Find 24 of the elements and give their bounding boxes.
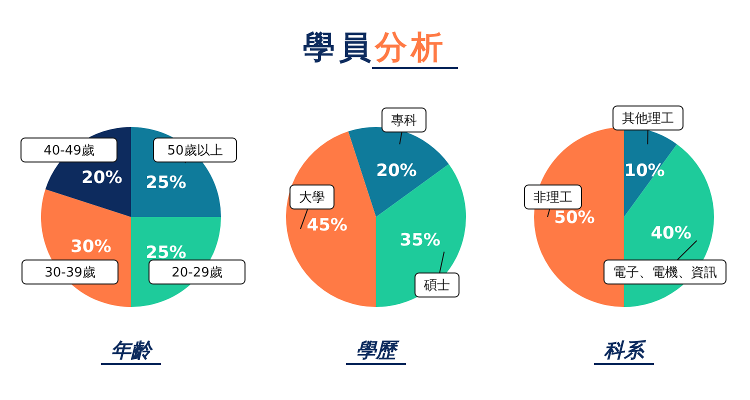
chart-title: 學員分析 <box>303 28 447 66</box>
data-label: 20% <box>376 160 417 181</box>
data-label: 10% <box>624 160 665 181</box>
data-label: 25% <box>146 243 186 263</box>
text: 科系 <box>603 338 647 362</box>
data-label: 45% <box>306 216 348 236</box>
slice-label: 30-39歲 <box>44 266 96 280</box>
slice-label: 碩士 <box>423 278 450 294</box>
text: 年齡 <box>111 338 154 362</box>
text: 學歷 <box>356 338 400 362</box>
data-label: 20% <box>82 168 122 188</box>
data-label: 35% <box>400 230 440 250</box>
slice-label: 非理工 <box>534 190 572 206</box>
data-label: 40% <box>650 223 692 244</box>
slice-label: 大學 <box>299 190 325 206</box>
slice-label: 40-49歲 <box>44 144 94 158</box>
slice-label: 20-29歲 <box>172 266 222 280</box>
slice-label: 專科 <box>391 114 417 128</box>
slice-label: 其他理工 <box>622 112 674 126</box>
slice-label: 50歲以上 <box>167 144 223 158</box>
data-label: 30% <box>70 237 112 258</box>
data-label: 25% <box>146 173 186 193</box>
data-label: 50% <box>554 208 595 228</box>
slice-label: 電子、電機、資訊 <box>613 266 717 280</box>
